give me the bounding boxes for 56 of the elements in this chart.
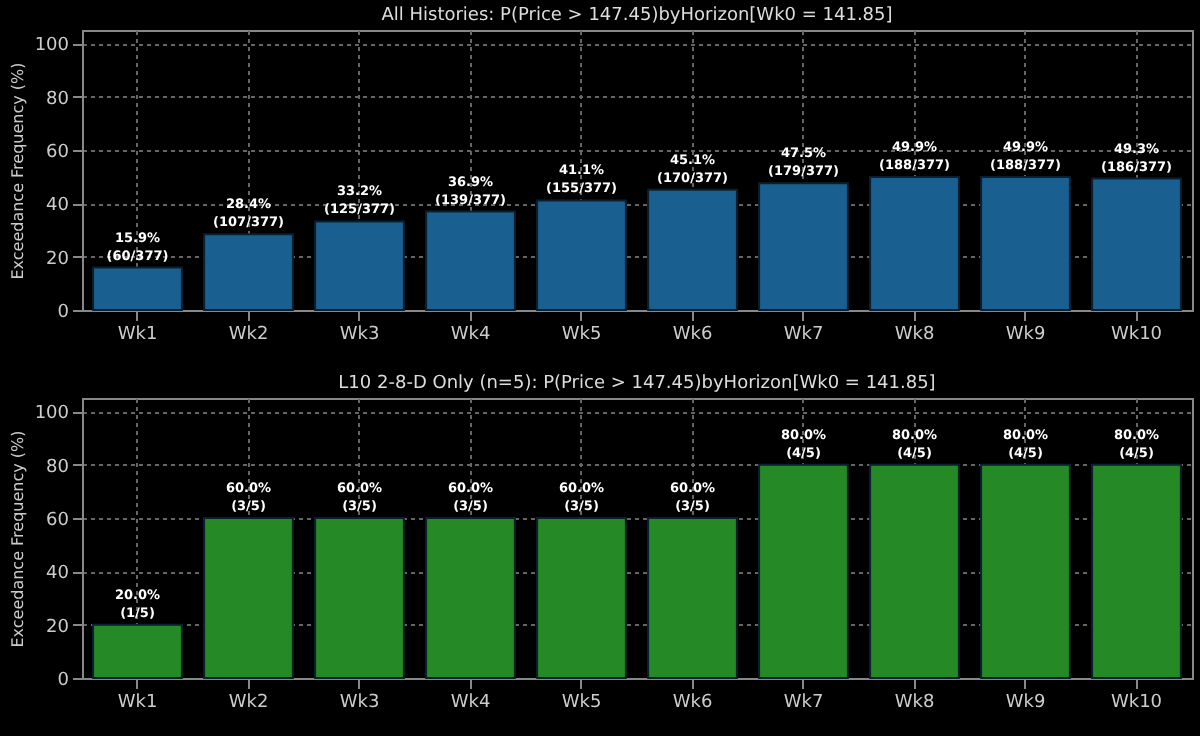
x-tick-label: Wk7 xyxy=(783,693,824,713)
x-tick-label: Wk5 xyxy=(561,693,602,713)
bar xyxy=(1091,177,1182,311)
y-tick-label: 60 xyxy=(46,511,70,531)
bar xyxy=(869,463,960,679)
y-tick-label: 60 xyxy=(46,143,70,163)
bar xyxy=(980,463,1071,679)
y-tick-label: 0 xyxy=(57,671,70,691)
bar xyxy=(536,517,627,679)
x-tick-label: Wk8 xyxy=(894,325,935,345)
chart-title: L10 2-8-D Only (n=5): P(Price > 147.45)byHorizon[Wk0 = 141.85] xyxy=(338,374,936,394)
chart-title: All Histories: P(Price > 147.45)byHorizon[Wk0 = 141.85] xyxy=(381,6,893,26)
y-tick-label: 80 xyxy=(46,89,70,110)
bar xyxy=(92,266,183,311)
bar xyxy=(869,175,960,311)
bar xyxy=(647,517,738,679)
bar xyxy=(536,199,627,311)
bar xyxy=(1091,463,1182,679)
y-tick-label: 40 xyxy=(46,196,70,217)
x-tick-label: Wk1 xyxy=(117,693,158,713)
bar xyxy=(314,220,405,311)
x-tick-label: Wk7 xyxy=(783,325,824,345)
y-tick-label: 0 xyxy=(57,303,70,323)
y-tick-label: 100 xyxy=(34,404,70,425)
bar xyxy=(758,463,849,679)
x-tick-label: Wk4 xyxy=(450,693,491,713)
bar xyxy=(92,623,183,679)
x-tick-label: Wk10 xyxy=(1110,325,1163,345)
x-tick-label: Wk10 xyxy=(1110,693,1163,713)
x-tick-label: Wk4 xyxy=(450,325,491,345)
y-axis-title: Exceedance Frequency (%) xyxy=(8,62,27,280)
x-tick-label: Wk9 xyxy=(1005,693,1046,713)
x-tick-label: Wk2 xyxy=(228,325,269,345)
bar xyxy=(203,517,294,679)
x-tick-label: Wk1 xyxy=(117,325,158,345)
x-tick-label: Wk3 xyxy=(339,325,380,345)
bar xyxy=(425,210,516,311)
x-tick-label: Wk8 xyxy=(894,693,935,713)
y-tick-label: 100 xyxy=(34,36,70,57)
y-tick-label: 40 xyxy=(46,564,70,585)
y-axis-title: Exceedance Frequency (%) xyxy=(8,430,27,648)
bar xyxy=(425,517,516,679)
x-tick-label: Wk5 xyxy=(561,325,602,345)
y-tick-label: 20 xyxy=(46,617,70,638)
bar xyxy=(203,233,294,311)
bar xyxy=(314,517,405,679)
x-tick-label: Wk6 xyxy=(672,693,713,713)
y-tick-label: 80 xyxy=(46,457,70,478)
y-tick-label: 20 xyxy=(46,249,70,270)
x-tick-label: Wk3 xyxy=(339,693,380,713)
x-tick-label: Wk2 xyxy=(228,693,269,713)
bar xyxy=(758,182,849,311)
bar xyxy=(647,188,738,311)
bar xyxy=(980,175,1071,311)
x-tick-label: Wk6 xyxy=(672,325,713,345)
x-tick-label: Wk9 xyxy=(1005,325,1046,345)
